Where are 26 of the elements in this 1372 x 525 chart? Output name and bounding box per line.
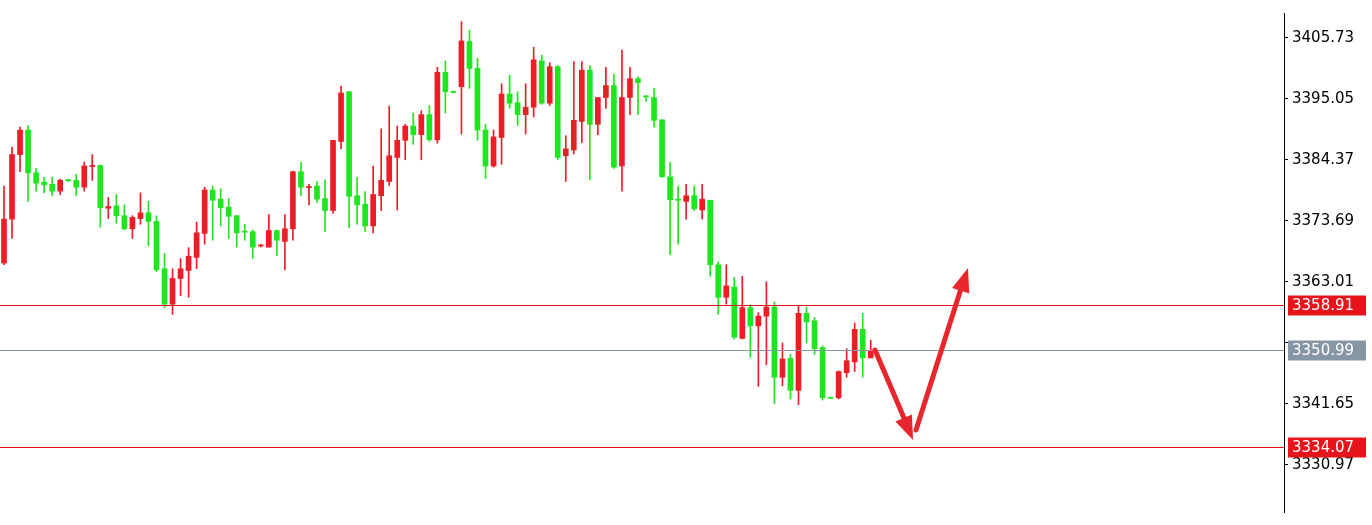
y-tick-label: 3384.37: [1292, 149, 1355, 168]
candlestick: [306, 183, 312, 206]
candlestick: [643, 95, 649, 102]
y-tick-label: 3363.01: [1292, 271, 1355, 290]
candlestick: [562, 135, 569, 182]
candlestick: [241, 223, 248, 241]
ref-line-label: 3358.91: [1292, 296, 1355, 315]
candlestick: [41, 177, 47, 194]
y-tick-label: 3405.73: [1292, 27, 1355, 46]
candlestick: [354, 177, 360, 225]
ref-line-label: 3350.99: [1292, 341, 1355, 360]
candlestick: [282, 214, 288, 271]
candlestick: [683, 183, 689, 220]
y-tick-label: 3330.97: [1292, 454, 1355, 473]
y-tick-label: 3395.05: [1292, 88, 1355, 107]
candlestick: [322, 179, 328, 232]
ref-line-label: 3334.07: [1292, 438, 1355, 457]
candlestick: [667, 162, 673, 255]
candlestick: [225, 198, 232, 239]
y-tick-label: 3373.69: [1292, 210, 1355, 229]
candlestick: [378, 128, 385, 211]
candlestick: [635, 76, 641, 115]
candlestick: [394, 125, 401, 211]
y-tick-label: 3341.65: [1292, 393, 1355, 412]
candlestick: [675, 185, 681, 245]
candlestick: [89, 154, 96, 181]
